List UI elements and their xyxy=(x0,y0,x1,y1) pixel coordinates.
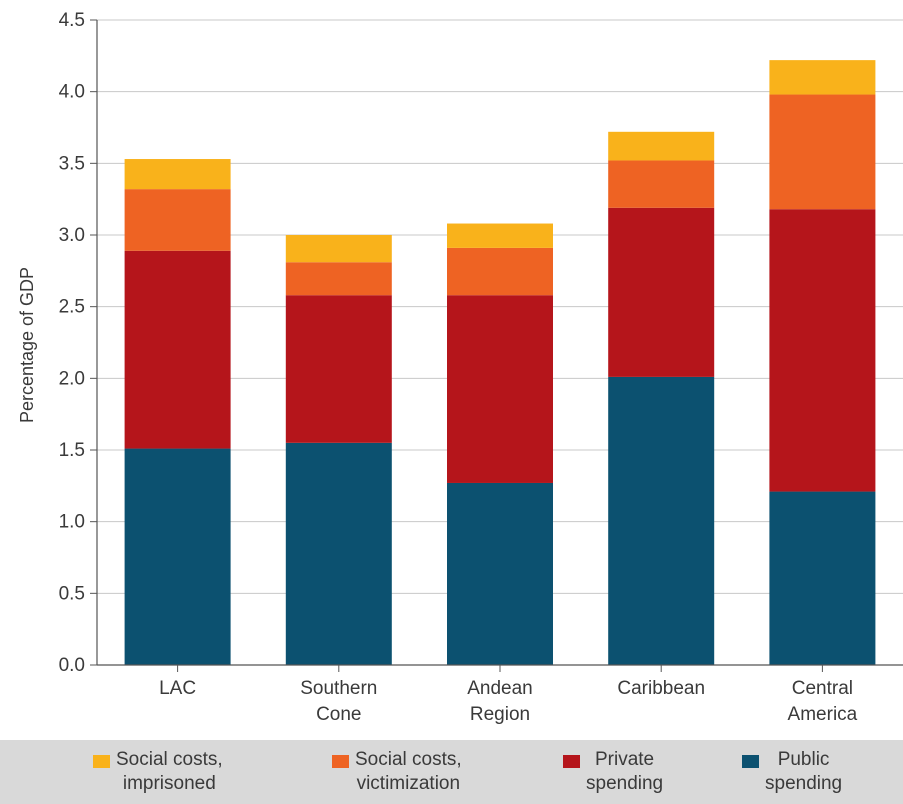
private-swatch-icon xyxy=(563,755,580,768)
stacked-bar-chart: 0.0 0.5 1.0 1.5 2.0 2.5 3.0 3.5 4.0 4.5 LAC Southe… xyxy=(17,10,903,725)
y-tick-label: 4.0 xyxy=(59,82,85,103)
public-swatch-icon xyxy=(742,755,759,768)
bar-segment-private xyxy=(769,209,876,492)
x-tick-label: Caribbean xyxy=(617,678,705,699)
y-tick-label: 3.0 xyxy=(59,225,85,246)
bar-segment-victimization xyxy=(769,94,876,210)
y-tick-label: 4.5 xyxy=(59,10,85,31)
bar-segment-victimization xyxy=(124,189,231,251)
y-tick-label: 0.0 xyxy=(59,655,85,676)
bar-segment-public xyxy=(447,482,553,665)
bar-segment-imprisoned xyxy=(608,131,715,161)
legend-item-victimization: Social costs, victimization xyxy=(332,748,462,796)
bar-segment-imprisoned xyxy=(447,223,553,248)
bar-segment-private xyxy=(285,295,392,443)
y-tick-label: 0.5 xyxy=(59,583,85,604)
y-tick-label: 2.0 xyxy=(59,368,85,389)
legend-label: Public spending xyxy=(765,749,843,794)
x-axis-labels: LAC Southern Cone Andean Region Caribbean Cent… xyxy=(159,665,858,725)
bars xyxy=(124,60,876,665)
bar-segment-private xyxy=(447,295,553,483)
legend-item-imprisoned: Social costs, imprisoned xyxy=(93,748,223,796)
victimization-swatch-icon xyxy=(332,755,349,768)
bar-segment-public xyxy=(769,491,876,665)
bar-segment-public xyxy=(285,442,392,665)
x-tick-label: Andean Region xyxy=(467,678,533,725)
bar-segment-victimization xyxy=(608,160,715,208)
y-tick-label: 1.0 xyxy=(59,512,85,533)
bar-segment-public xyxy=(608,376,715,665)
y-tick-label: 1.5 xyxy=(59,440,85,461)
x-tick-label: Central America xyxy=(788,678,858,725)
legend: Social costs, imprisoned Social costs, v… xyxy=(0,740,903,804)
legend-label: Private spending xyxy=(586,749,664,794)
bar-segment-victimization xyxy=(285,262,392,296)
bar-segment-imprisoned xyxy=(285,235,392,263)
y-tick-label: 2.5 xyxy=(59,297,85,318)
legend-item-private: Private spending xyxy=(563,748,663,796)
bar-segment-public xyxy=(124,448,231,665)
legend-label: Social costs, victimization xyxy=(355,749,462,794)
legend-label: Social costs, imprisoned xyxy=(116,749,223,794)
bar-segment-private xyxy=(608,207,715,377)
bar-segment-imprisoned xyxy=(769,60,876,95)
bar-segment-private xyxy=(124,250,231,449)
x-tick-label: Southern Cone xyxy=(300,678,377,725)
y-tick-label: 3.5 xyxy=(59,153,85,174)
y-axis-ticks: 0.0 0.5 1.0 1.5 2.0 2.5 3.0 3.5 4.0 4.5 xyxy=(59,10,97,676)
bar-segment-imprisoned xyxy=(124,159,231,190)
imprisoned-swatch-icon xyxy=(93,755,110,768)
bar-segment-victimization xyxy=(447,247,553,296)
y-axis-title: Percentage of GDP xyxy=(17,267,37,423)
x-tick-label: LAC xyxy=(159,678,196,699)
legend-item-public: Public spending xyxy=(742,748,842,796)
